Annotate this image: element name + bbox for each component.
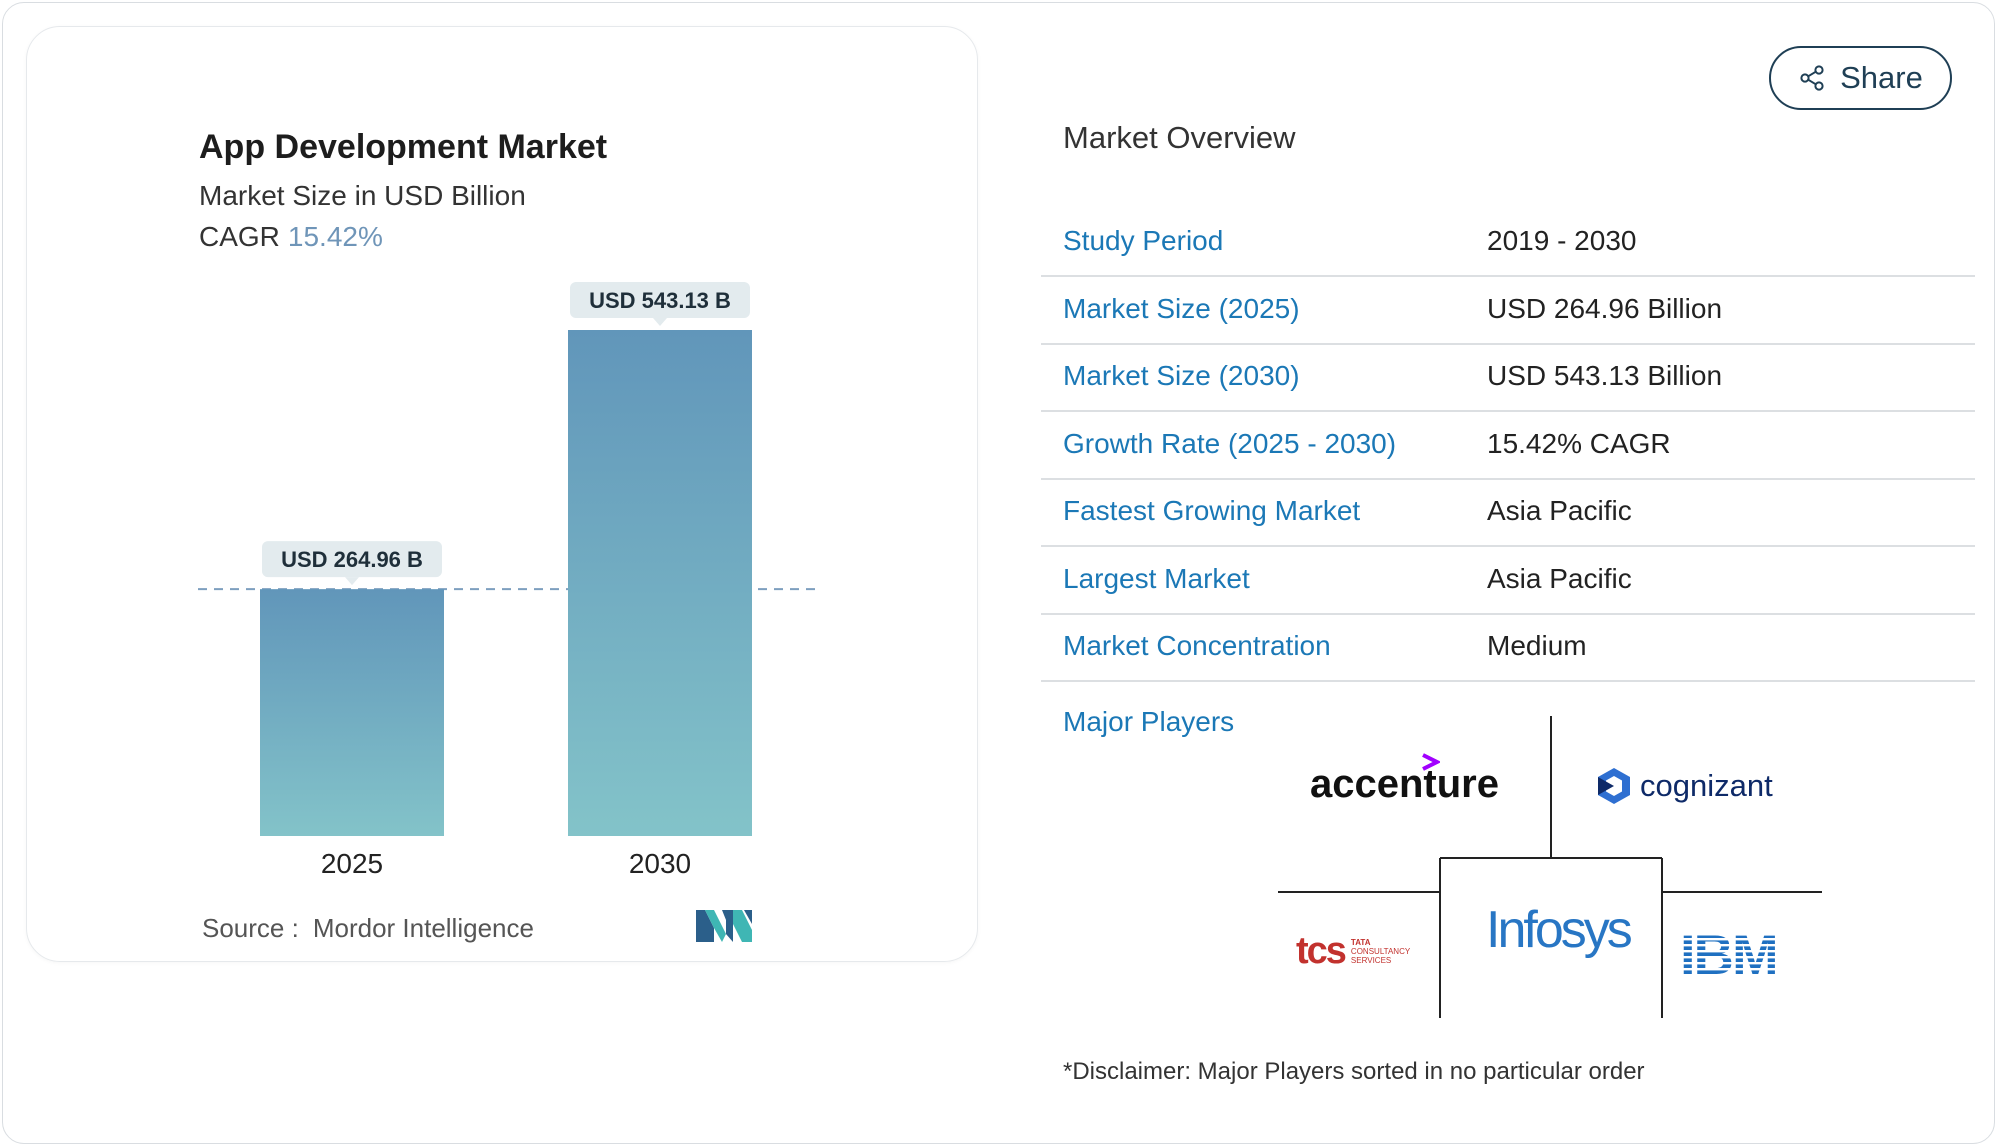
overview-row: Growth Rate (2025 - 2030) 15.42% CAGR	[1041, 412, 1975, 480]
cognizant-mark-icon	[1598, 768, 1630, 804]
share-icon	[1800, 65, 1824, 91]
overview-row: Market Size (2030) USD 543.13 Billion	[1041, 344, 1975, 412]
ibm-wordmark: IBM	[1680, 928, 1777, 980]
bar-2025	[260, 589, 444, 836]
tcs-subtext-line: TATA	[1350, 938, 1371, 947]
chart-subtitle: Market Size in USD Billion	[199, 180, 526, 211]
data-label-pointer	[653, 318, 667, 326]
tcs-logo: tcs TATA CONSULTANCY SERVICES	[1296, 930, 1410, 973]
overview-row-value: USD 264.96 Billion	[1487, 292, 1723, 324]
data-label-pointer	[345, 577, 359, 586]
overview-row-key: Market Size (2025)	[1063, 292, 1300, 324]
tcs-wordmark: tcs	[1296, 930, 1347, 972]
cognizant-logo: cognizant	[1594, 766, 1773, 806]
overview-row-key: Study Period	[1063, 225, 1224, 256]
tcs-subtext-line: SERVICES	[1350, 956, 1392, 965]
overview-row: Largest Market Asia Pacific	[1041, 547, 1975, 615]
data-label: USD 264.96 B	[281, 547, 423, 572]
ibm-logo: IBM	[1680, 923, 1810, 986]
accenture-chevron-icon	[1422, 753, 1440, 771]
x-tick-label: 2025	[321, 848, 383, 879]
overview-row: Market Concentration Medium	[1041, 614, 1975, 682]
source-value: Mordor Intelligence	[312, 913, 534, 943]
overview-row: Study Period 2019 - 2030	[1041, 209, 1975, 277]
overview-row: Market Size (2025) USD 264.96 Billion	[1041, 277, 1975, 345]
data-label-bg	[262, 541, 442, 578]
chart-card	[26, 26, 978, 962]
overview-row-value: USD 543.13 Billion	[1487, 360, 1723, 391]
cagr-line: CAGR 15.42%	[199, 221, 383, 253]
chart-title: App Development Market	[199, 128, 608, 166]
share-label: Share	[1840, 60, 1923, 95]
overview-row-key: Market Concentration	[1063, 630, 1331, 661]
overview-title: Market Overview	[1063, 120, 1296, 155]
x-tick-label: 2030	[629, 848, 691, 879]
share-button[interactable]: Share	[1769, 46, 1952, 110]
ibm-logo-icon: IBM	[1680, 923, 1779, 986]
cagr-value: 15.42%	[287, 221, 383, 252]
overview-row-key: Largest Market	[1063, 562, 1250, 594]
overview-row-value: Asia Pacific	[1487, 495, 1632, 526]
tcs-subtext: TATA CONSULTANCY SERVICES	[1351, 938, 1410, 965]
bar-2030	[568, 330, 752, 836]
source-line: Source : Mordor Intelligence	[202, 913, 534, 944]
overview-row-value: 2019 - 2030	[1487, 225, 1637, 256]
overview-row-key: Fastest Growing Market	[1063, 495, 1361, 526]
infosys-logo: Infosys	[1486, 901, 1633, 959]
disclaimer: *Disclaimer: Major Players sorted in no …	[1063, 1058, 1645, 1085]
cagr-label: CAGR	[199, 221, 280, 252]
accenture-wordmark: accenture	[1310, 762, 1499, 806]
tcs-subtext-line: CONSULTANCY	[1350, 947, 1411, 956]
overview-row: Fastest Growing Market Asia Pacific	[1041, 479, 1975, 547]
overview-row-key: Market Size (2030)	[1063, 360, 1300, 391]
overview-row-key: Growth Rate (2025 - 2030)	[1063, 427, 1397, 459]
data-label-bg	[570, 282, 750, 318]
source-label: Source :	[202, 913, 299, 943]
overview-row-value: 15.42% CAGR	[1487, 427, 1671, 459]
bar-chart: USD 264.96 B 2025 USD 543.13 B 2030	[198, 282, 818, 879]
major-players-label: Major Players	[1063, 706, 1235, 737]
cognizant-wordmark: cognizant	[1640, 768, 1773, 803]
mordor-intelligence-logo-icon	[696, 910, 752, 942]
players-grid-lines	[1278, 716, 1822, 1018]
overview-row-value: Asia Pacific	[1487, 562, 1632, 594]
overview-row-value: Medium	[1487, 630, 1587, 661]
data-label: USD 543.13 B	[589, 288, 731, 313]
